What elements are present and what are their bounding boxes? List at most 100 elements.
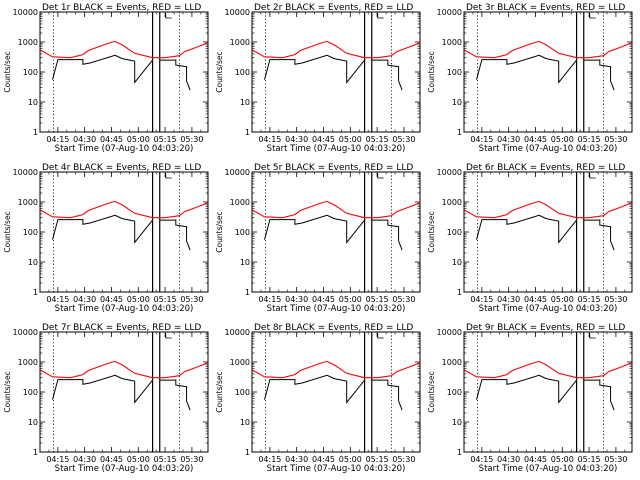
x-tick-label: 05:15 — [578, 455, 601, 464]
y-tick-label: 1 — [457, 128, 462, 137]
bracket-marker — [589, 173, 596, 179]
x-tick-label: 05:00 — [551, 295, 574, 304]
y-tick-label: 1000 — [442, 358, 462, 367]
x-tick-label: 05:30 — [604, 135, 627, 144]
panel-title: Det 2r BLACK = Events, RED = LLD — [254, 3, 413, 13]
events-series-line — [264, 54, 365, 84]
plot-frame — [463, 331, 633, 453]
x-axis-label: Start Time (07-Aug-10 04:03:20) — [267, 464, 406, 474]
x-tick-label: 04:45 — [312, 455, 335, 464]
y-tick-label: 10000 — [437, 168, 462, 177]
y-tick-label: 100 — [23, 388, 38, 397]
detector-panel-3: Det 3r BLACK = Events, RED = LLD 1 10 100 10… — [427, 3, 633, 154]
x-tick-label: 05:30 — [180, 455, 203, 464]
events-series-line — [371, 59, 403, 91]
x-tick-label: 04:30 — [497, 295, 520, 304]
lld-series-line — [251, 200, 421, 219]
y-tick-label: 10 — [452, 418, 462, 427]
y-tick-label: 10 — [240, 258, 250, 267]
x-tick-label: 05:15 — [154, 295, 177, 304]
events-series-line — [583, 59, 615, 91]
x-tick-label: 04:45 — [312, 135, 335, 144]
x-tick-label: 04:45 — [524, 455, 547, 464]
y-tick-label: 1000 — [18, 198, 38, 207]
events-series-line — [371, 219, 403, 251]
detector-panel-2: Det 2r BLACK = Events, RED = LLD 1 10 100 10… — [215, 3, 421, 154]
y-tick-label: 1000 — [230, 38, 250, 47]
x-tick-label: 05:00 — [127, 295, 150, 304]
detector-panel-4: Det 4r BLACK = Events, RED = LLD 1 10 100 10… — [3, 163, 209, 314]
y-tick-label: 100 — [447, 388, 462, 397]
x-tick-label: 05:00 — [339, 135, 362, 144]
x-tick-label: 04:15 — [258, 455, 281, 464]
y-axis-label: Counts/sec — [427, 51, 436, 92]
y-axis-label: Counts/sec — [427, 371, 436, 412]
lld-series-line — [39, 360, 209, 379]
x-axis-label: Start Time (07-Aug-10 04:03:20) — [55, 144, 194, 154]
y-tick-label: 1 — [245, 128, 250, 137]
events-series-line — [264, 214, 365, 244]
lld-series-line — [39, 40, 209, 59]
y-axis-label: Counts/sec — [215, 371, 224, 412]
x-tick-label: 05:15 — [578, 135, 601, 144]
detector-panel-5: Det 5r BLACK = Events, RED = LLD 1 10 100 10… — [215, 163, 421, 314]
lld-series-line — [463, 200, 633, 219]
x-tick-label: 05:30 — [392, 295, 415, 304]
x-tick-label: 05:30 — [392, 455, 415, 464]
x-tick-label: 04:30 — [285, 135, 308, 144]
y-axis-label: Counts/sec — [427, 211, 436, 252]
y-tick-label: 1 — [33, 128, 38, 137]
y-tick-label: 1 — [457, 448, 462, 457]
y-tick-label: 1000 — [18, 38, 38, 47]
x-tick-label: 04:45 — [100, 455, 123, 464]
x-tick-label: 05:30 — [604, 295, 627, 304]
y-tick-label: 10 — [452, 258, 462, 267]
y-tick-label: 1 — [245, 288, 250, 297]
x-tick-label: 04:15 — [470, 135, 493, 144]
x-axis-label: Start Time (07-Aug-10 04:03:20) — [479, 464, 618, 474]
bracket-marker — [165, 333, 172, 339]
y-tick-label: 10000 — [225, 8, 250, 17]
events-series-line — [159, 219, 191, 251]
x-axis-label: Start Time (07-Aug-10 04:03:20) — [55, 464, 194, 474]
x-tick-label: 04:15 — [470, 295, 493, 304]
x-tick-label: 05:15 — [154, 455, 177, 464]
y-tick-label: 1 — [33, 288, 38, 297]
y-tick-label: 1000 — [230, 358, 250, 367]
y-tick-label: 1000 — [442, 38, 462, 47]
x-tick-label: 05:00 — [551, 455, 574, 464]
x-tick-label: 05:15 — [366, 455, 389, 464]
x-tick-label: 05:15 — [578, 295, 601, 304]
bracket-marker — [589, 13, 596, 19]
plot-frame — [251, 331, 421, 453]
events-series-line — [476, 374, 577, 404]
lld-series-line — [39, 200, 209, 219]
y-tick-label: 10 — [240, 98, 250, 107]
y-tick-label: 100 — [235, 228, 250, 237]
y-tick-label: 1000 — [18, 358, 38, 367]
bracket-marker — [377, 333, 384, 339]
x-tick-label: 04:45 — [312, 295, 335, 304]
bracket-marker — [165, 13, 172, 19]
y-axis-label: Counts/sec — [215, 211, 224, 252]
lld-series-line — [251, 40, 421, 59]
y-axis-label: Counts/sec — [3, 211, 12, 252]
x-tick-label: 04:15 — [470, 455, 493, 464]
x-tick-label: 05:30 — [180, 135, 203, 144]
y-axis-label: Counts/sec — [215, 51, 224, 92]
x-axis-label: Start Time (07-Aug-10 04:03:20) — [479, 144, 618, 154]
detector-panel-1: Det 1r BLACK = Events, RED = LLD 1 10 100 10… — [3, 3, 209, 154]
lld-series-line — [463, 360, 633, 379]
x-axis-label: Start Time (07-Aug-10 04:03:20) — [55, 304, 194, 314]
x-tick-label: 04:15 — [46, 455, 69, 464]
y-tick-label: 10000 — [437, 328, 462, 337]
detector-panel-7: Det 7r BLACK = Events, RED = LLD 1 10 100 10… — [3, 323, 209, 474]
plot-frame — [463, 171, 633, 293]
events-series-line — [159, 379, 191, 411]
y-tick-label: 10 — [28, 418, 38, 427]
y-tick-label: 10000 — [13, 168, 38, 177]
x-tick-label: 05:00 — [127, 135, 150, 144]
lld-series-line — [463, 40, 633, 59]
x-tick-label: 04:30 — [497, 455, 520, 464]
y-tick-label: 10000 — [437, 8, 462, 17]
